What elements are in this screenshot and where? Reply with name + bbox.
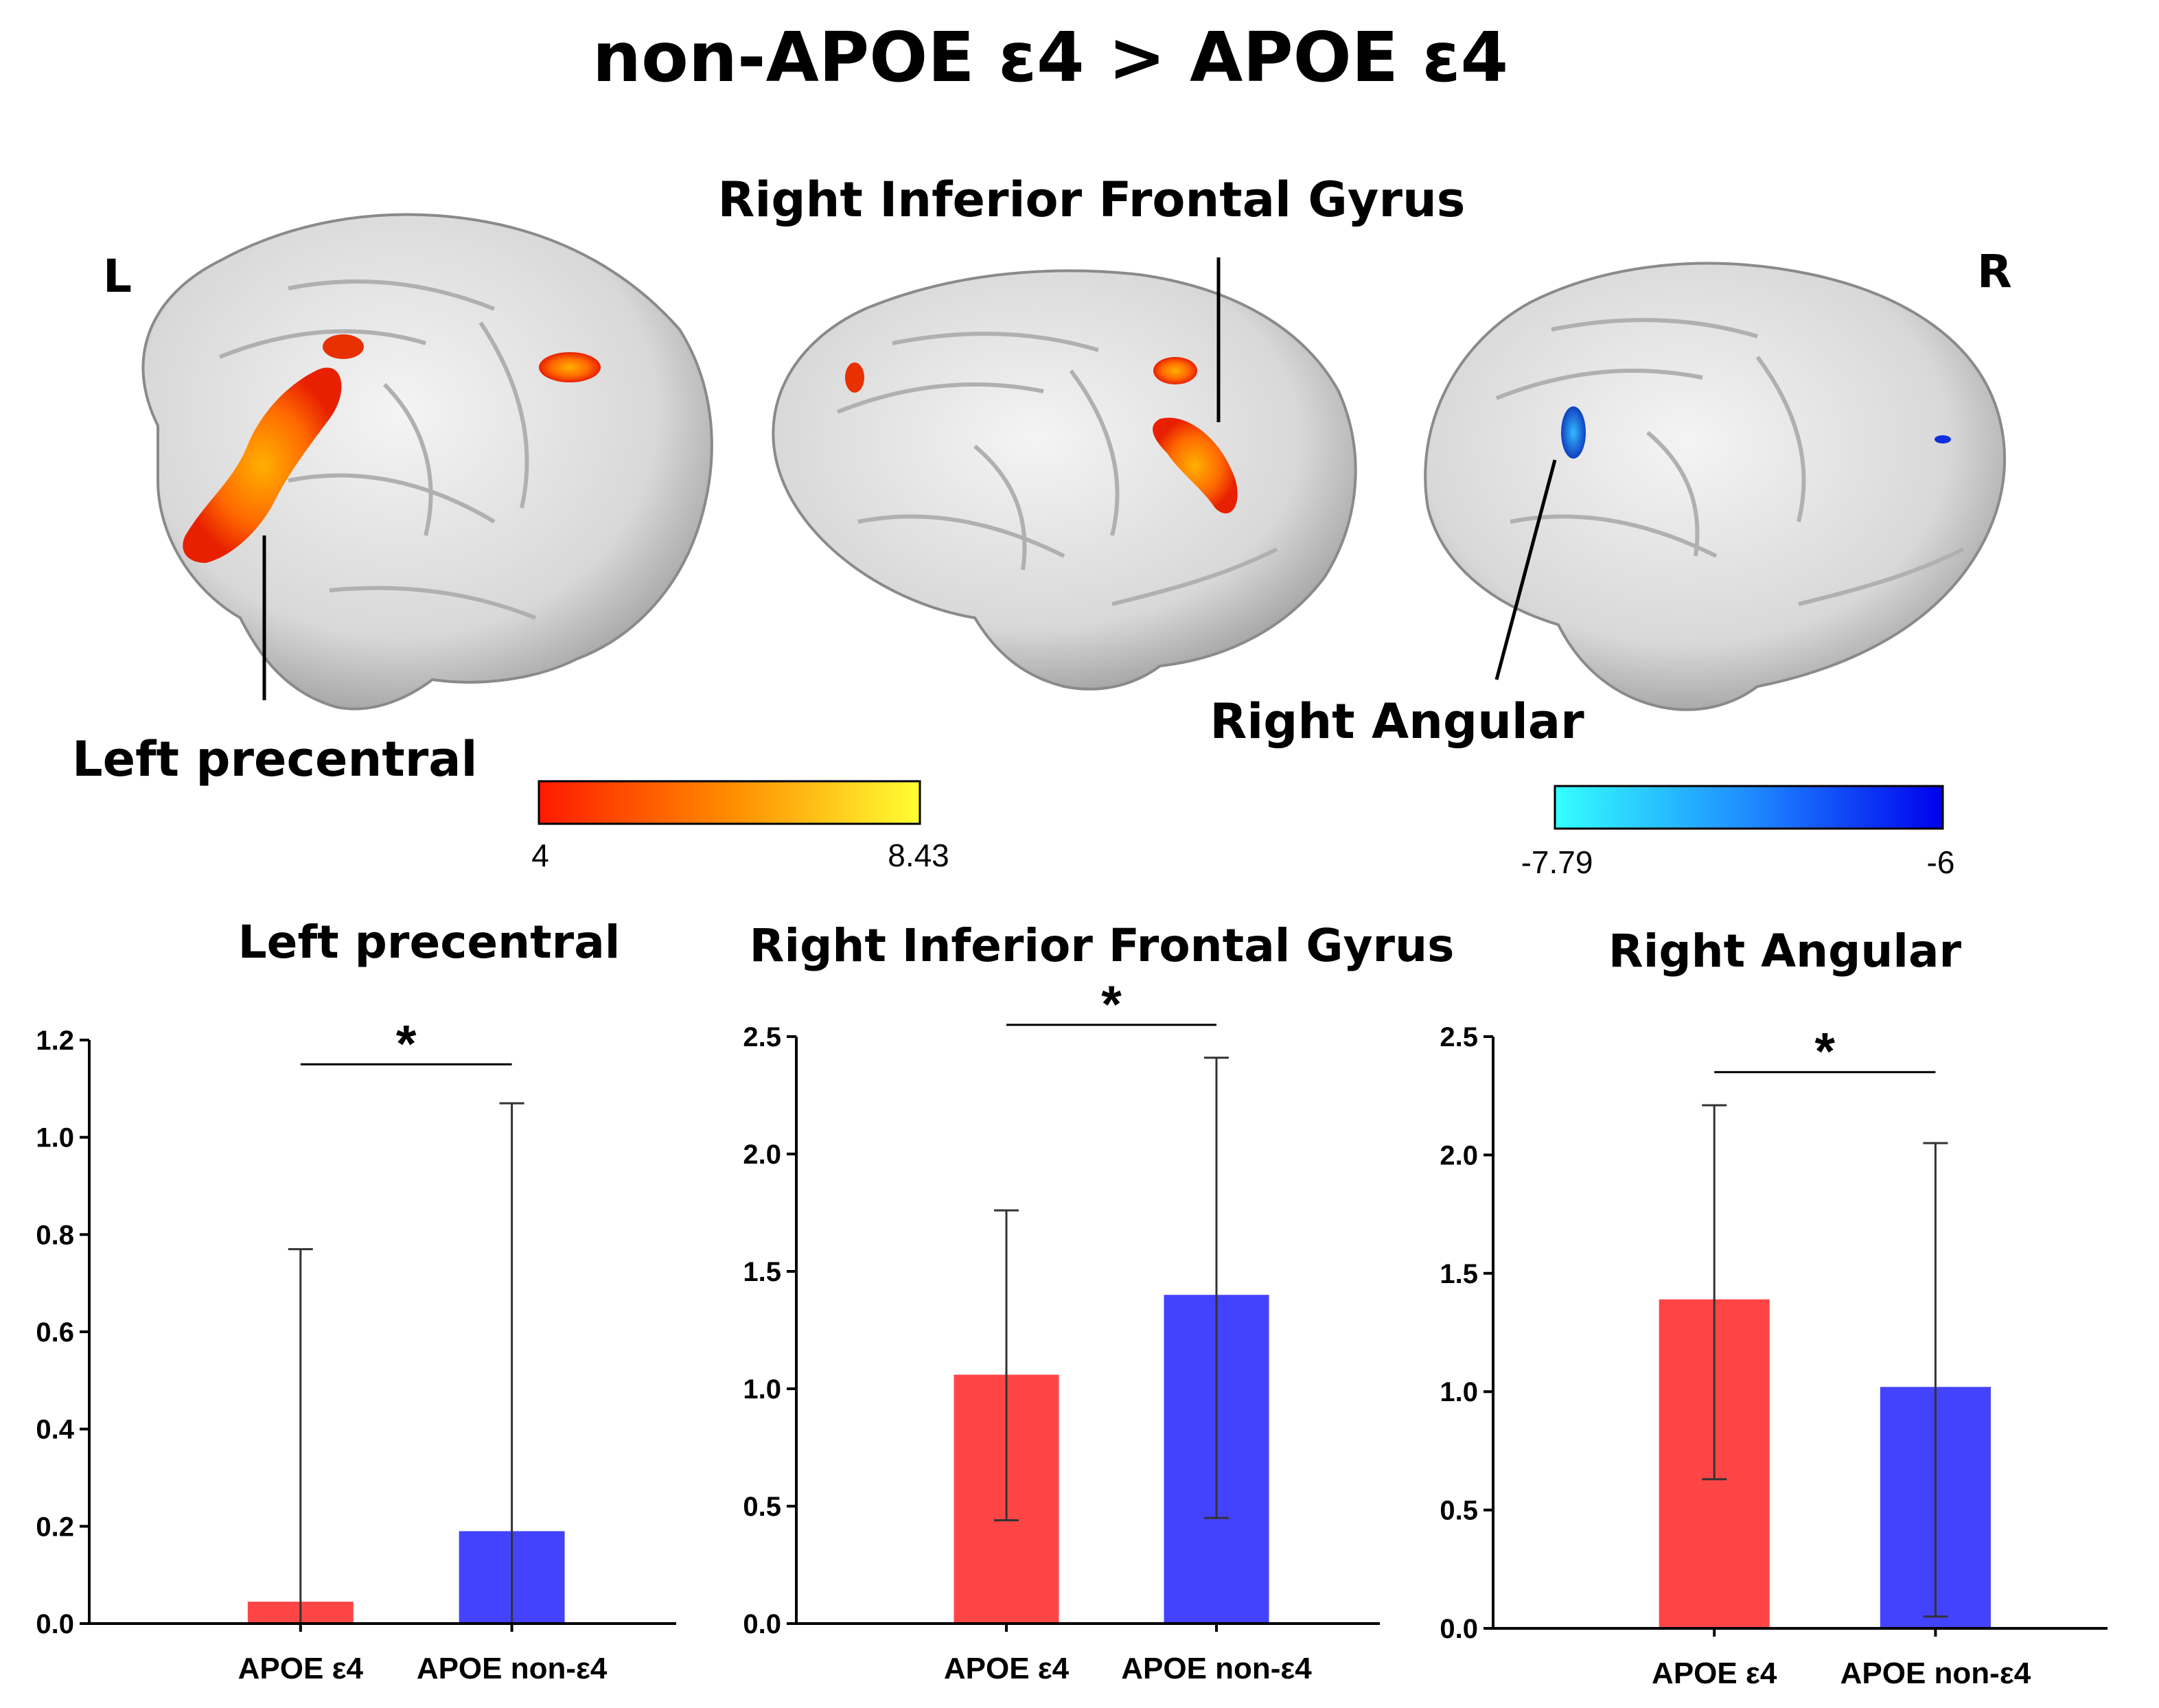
y-tick-label: 0.4 <box>36 1415 74 1445</box>
x-category-label: APOE ε4 <box>1652 1657 1777 1690</box>
cold-color-scale: -7.79 -6 <box>1521 785 1955 880</box>
chart-title: Right Inferior Frontal Gyrus <box>750 919 1455 972</box>
x-category-label: APOE non-ε4 <box>1840 1657 2031 1690</box>
activation-blob-small <box>323 334 364 359</box>
y-tick-label: 2.5 <box>1440 1022 1478 1052</box>
label-right-ifg: Right Inferior Frontal Gyrus <box>718 172 1466 228</box>
bar-chart-left-precentral: Left precentral 0.0 0.2 0.4 0.6 0.8 1.0 1.2 APOE… <box>36 916 676 1685</box>
cold-scale-min: -7.79 <box>1521 844 1593 880</box>
label-right-angular: Right Angular <box>1210 693 1584 750</box>
activation-right-ifg <box>1153 417 1238 513</box>
right-hemisphere-label: R <box>1977 245 2012 298</box>
activation-left-precentral <box>183 367 342 563</box>
activation-blob-frontal <box>845 362 864 393</box>
bar-chart-right-ifg: Right Inferior Frontal Gyrus 0.0 0.5 1.0 1.5… <box>743 919 1454 1685</box>
label-left-precentral: Left precentral <box>72 731 478 787</box>
hot-color-scale: 4 8.43 <box>531 780 949 873</box>
cold-scale-max: -6 <box>1927 844 1955 880</box>
brain-right-angular-view <box>1424 262 2007 711</box>
y-tick-label: 0.5 <box>1440 1496 1478 1526</box>
x-category-label: APOE non-ε4 <box>417 1652 608 1685</box>
x-category-label: APOE non-ε4 <box>1121 1652 1312 1685</box>
y-tick-label: 0.0 <box>743 1609 781 1639</box>
y-tick-label: 1.0 <box>743 1374 781 1405</box>
y-tick-label: 2.5 <box>743 1022 781 1052</box>
y-tick-label: 0.6 <box>36 1317 74 1348</box>
y-tick-label: 0.2 <box>36 1512 74 1542</box>
chart-title: Right Angular <box>1608 925 1962 978</box>
y-tick-label: 1.5 <box>1440 1259 1478 1289</box>
x-category-label: APOE ε4 <box>238 1652 364 1685</box>
brain-left-lateral <box>141 213 713 711</box>
hot-scale-max: 8.43 <box>888 838 949 873</box>
significance-marker: * <box>1101 976 1122 1034</box>
y-tick-label: 2.0 <box>743 1140 781 1170</box>
figure-title: non-APOE ε4 > APOE ε4 <box>592 17 1508 97</box>
left-hemisphere-label: L <box>103 250 132 303</box>
y-tick-label: 1.5 <box>743 1257 781 1287</box>
significance-marker: * <box>1815 1023 1836 1081</box>
activation-blob-parietal <box>539 352 601 382</box>
y-tick-label: 0.0 <box>1440 1614 1478 1644</box>
activation-blob-upper <box>1153 357 1197 384</box>
brain-right-lateral <box>772 257 1357 691</box>
activation-right-angular <box>1561 406 1586 459</box>
y-tick-label: 1.2 <box>36 1026 74 1056</box>
y-tick-label: 0.8 <box>36 1220 74 1250</box>
y-tick-label: 1.0 <box>36 1123 74 1153</box>
y-tick-label: 0.5 <box>743 1492 781 1522</box>
bar-chart-right-angular: Right Angular 0.0 0.5 1.0 1.5 2.0 2.5 APOE ε4 AP… <box>1440 925 2108 1690</box>
chart-title: Left precentral <box>238 916 621 969</box>
significance-marker: * <box>396 1015 417 1073</box>
hot-scale-min: 4 <box>531 838 549 873</box>
x-category-label: APOE ε4 <box>944 1652 1070 1685</box>
y-tick-label: 0.0 <box>36 1609 74 1639</box>
pointer-line-right-angular <box>1494 459 1557 680</box>
activation-blob-frontal-cold <box>1935 435 1951 443</box>
y-tick-label: 2.0 <box>1440 1140 1478 1170</box>
y-tick-label: 1.0 <box>1440 1377 1478 1407</box>
